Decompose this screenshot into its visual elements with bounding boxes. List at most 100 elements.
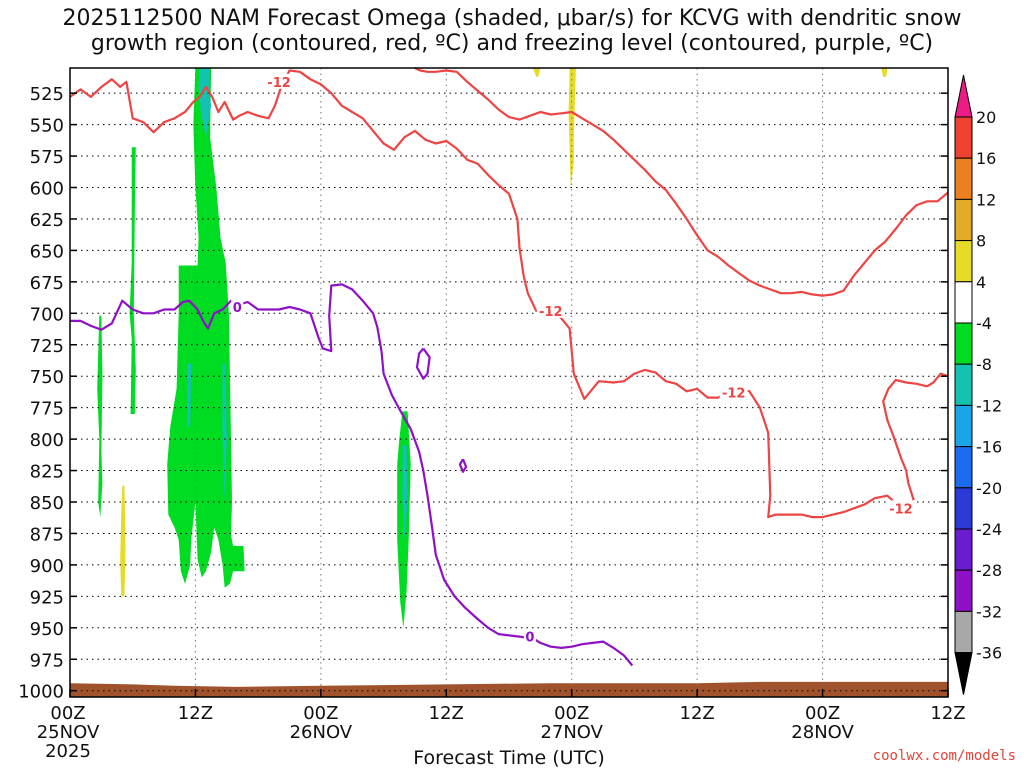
colorbar-bin-9 [954, 487, 973, 530]
colorbar-bin-11 [954, 569, 973, 612]
y-tick-label-1000: 1000 [18, 682, 64, 703]
contour-line--12-1 [414, 67, 949, 297]
colorbar-bin-4 [954, 281, 973, 324]
colorbar-bin-0 [954, 116, 973, 159]
colorbar-label-4: 4 [976, 273, 986, 292]
omega-region-3 [187, 363, 192, 427]
terrain-fill [70, 681, 948, 697]
y-tick-label-825: 825 [30, 462, 64, 483]
contour-label-bg-0-0 [265, 73, 294, 89]
contour-label-bg-2-1 [523, 628, 536, 644]
x-tick-label-0: 00Z [50, 703, 85, 724]
colorbar-label-6: -8 [976, 355, 992, 374]
colorbar-bin-10 [954, 528, 973, 571]
x-tick-label-60: 12Z [680, 703, 715, 724]
x-tick-label-36: 12Z [429, 703, 464, 724]
x-tick-year-0: 2025 [45, 741, 91, 762]
y-tick-label-575: 575 [30, 147, 64, 168]
colorbar-label-3: 8 [976, 232, 986, 251]
colorbar-label-0: 20 [976, 108, 996, 127]
omega-region-1 [198, 68, 212, 138]
contour-label-bg-0-1 [536, 302, 565, 318]
y-tick-label-600: 600 [30, 179, 64, 200]
contour-label-2-0: 0 [233, 301, 242, 316]
colorbar-label-11: -28 [976, 561, 1002, 580]
omega-region-4 [129, 147, 136, 415]
contour-label-bg-0-3 [886, 500, 915, 516]
colorbar-label-13: -36 [976, 644, 1002, 663]
x-tick-date-24: 26NOV [290, 722, 353, 743]
y-tick-label-775: 775 [30, 399, 64, 420]
contour-line-0-4 [458, 458, 468, 473]
y-tick-label-550: 550 [30, 116, 64, 137]
contour-labels: -12 -12 -12 -12 0 0 [231, 73, 915, 646]
plot-frame [69, 67, 949, 698]
colorbar-bin-6 [954, 363, 973, 406]
x-tick-label-48: 00Z [554, 703, 589, 724]
x-tick-date-0: 25NOV [37, 722, 100, 743]
omega-region-11 [881, 68, 888, 77]
contour-label-bg-0-2 [719, 384, 748, 400]
omega-region-9 [568, 68, 576, 188]
x-tick-date-48: 27NOV [540, 722, 603, 743]
x-tick-date-72: 28NOV [791, 722, 854, 743]
y-tick-label-950: 950 [30, 619, 64, 640]
contour-label-0-0: -12 [267, 76, 291, 91]
colorbar-bin-2 [954, 198, 973, 242]
y-tick-label-925: 925 [30, 587, 64, 608]
colorbar-label-10: -24 [976, 520, 1002, 539]
omega-region-8 [402, 445, 408, 540]
colorbar-label-9: -20 [976, 479, 1002, 498]
colorbar-label-1: 16 [976, 149, 996, 168]
colorbar-label-5: -4 [976, 314, 992, 333]
source-credit: coolwx.com/models [872, 748, 1016, 764]
y-tick-label-625: 625 [30, 210, 64, 231]
y-tick-label-650: 650 [30, 241, 64, 262]
y-tick-label-875: 875 [30, 524, 64, 545]
y-tick-label-750: 750 [30, 367, 64, 388]
y-tick-label-975: 975 [30, 650, 64, 671]
omega-region-6 [120, 485, 126, 597]
omega-shading [97, 68, 888, 628]
colorbar-label-7: -12 [976, 396, 1002, 415]
x-tick-label-72: 00Z [805, 703, 840, 724]
y-axis: 525 550 575 600 625 650 675 700 725 750 775 800 825 8… [18, 84, 948, 703]
y-tick-label-675: 675 [30, 273, 64, 294]
y-tick-label-800: 800 [30, 430, 64, 451]
contour-label-bg-2-0 [231, 299, 244, 315]
omega-region-5 [97, 315, 103, 518]
contour-label-2-1: 0 [525, 631, 534, 646]
contour-line-0-2 [70, 283, 634, 667]
grid-lines [70, 68, 948, 697]
colorbar-bin-5 [954, 322, 973, 365]
y-tick-label-850: 850 [30, 493, 64, 514]
y-tick-label-725: 725 [30, 336, 64, 357]
contour-label-0-1: -12 [539, 305, 563, 320]
x-tick-label-12: 12Z [178, 703, 213, 724]
colorbar-bin-8 [954, 446, 973, 489]
omega-region-10 [533, 68, 541, 77]
colorbar-top-triangle [954, 74, 973, 118]
x-tick-label-24: 00Z [303, 703, 338, 724]
contour-label-0-2: -12 [722, 387, 746, 402]
x-tick-label-84: 12Z [930, 703, 965, 724]
colorbar-bin-1 [954, 157, 973, 200]
colorbar-label-8: -16 [976, 438, 1002, 457]
terrain-shading [70, 681, 948, 697]
y-tick-label-900: 900 [30, 556, 64, 577]
omega-region-2 [222, 363, 227, 502]
x-axis-label: Forecast Time (UTC) [413, 747, 604, 768]
omega-region-0 [167, 68, 245, 588]
y-tick-label-700: 700 [30, 304, 64, 325]
contour-label-0-3: -12 [889, 502, 913, 517]
colorbar-bottom-triangle [954, 652, 973, 695]
colorbar: 20 16 12 8 4 -4 -8 -12 -16 -20 -24 -28 -32 -36 [954, 74, 1002, 695]
colorbar-bin-7 [954, 404, 973, 448]
colorbar-bin-3 [954, 240, 973, 283]
chart-title-line-2: growth region (contoured, red, ºC) and f… [90, 31, 934, 56]
colorbar-bin-12 [954, 610, 973, 654]
y-tick-label-525: 525 [30, 84, 64, 105]
contour-line-0-3 [415, 347, 431, 380]
